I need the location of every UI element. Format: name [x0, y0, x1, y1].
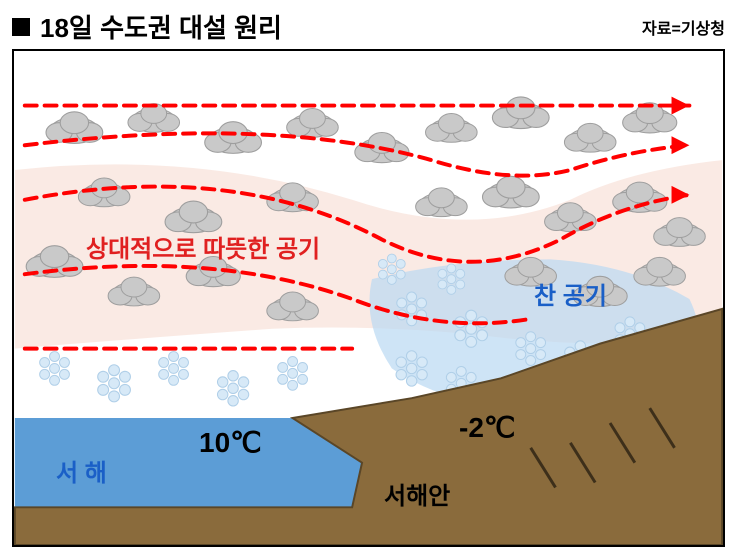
diagram-svg: [14, 51, 723, 545]
label-coast_label: 서해안: [384, 476, 450, 511]
label-temp_sea: 10℃: [199, 426, 262, 459]
label-sea_label: 서 해: [56, 453, 107, 488]
title-wrap: 18일 수도권 대설 원리: [12, 8, 282, 45]
label-temp_land: -2℃: [459, 411, 515, 444]
label-warm_air: 상대적으로 따뜻한 공기: [86, 229, 320, 264]
title-bullet-icon: [12, 18, 30, 36]
label-cold_air: 찬 공기: [534, 276, 607, 311]
header: 18일 수도권 대설 원리 자료=기상청: [0, 0, 737, 49]
source-label: 자료=기상청: [642, 15, 725, 39]
diagram-container: 상대적으로 따뜻한 공기찬 공기 10℃ -2℃ 서 해서해안: [12, 49, 725, 547]
page-title: 18일 수도권 대설 원리: [40, 8, 282, 45]
